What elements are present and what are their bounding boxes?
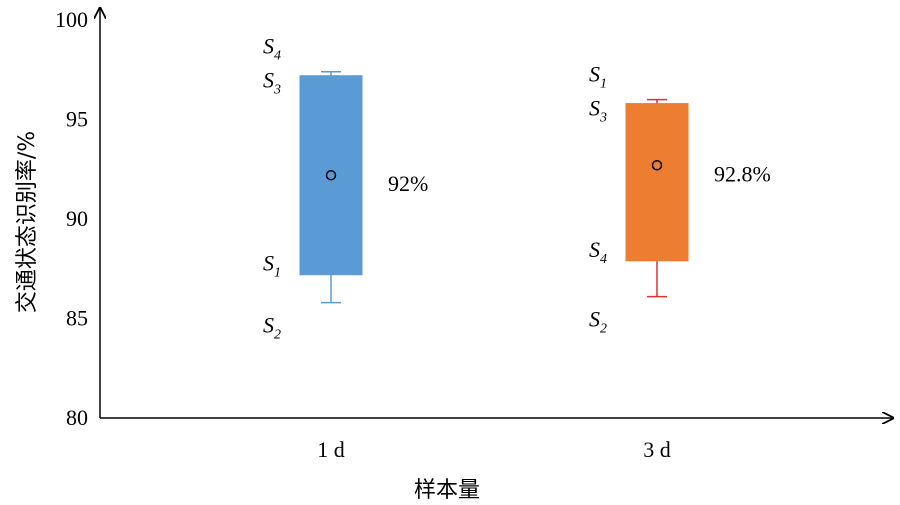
x-axis-title: 样本量 (414, 478, 480, 503)
y-tick-label: 90 (66, 206, 88, 231)
point-label-S4: S4 (263, 34, 281, 64)
point-label-S1: S1 (589, 62, 607, 92)
x-axis-ticks: 1 d 3 d (317, 437, 671, 462)
mean-marker (325, 169, 337, 181)
point-label-S1: S1 (263, 251, 281, 281)
box-rect (625, 103, 689, 262)
point-label-S4: S4 (589, 237, 607, 267)
mean-marker (651, 160, 663, 171)
point-label-S2: S2 (263, 313, 281, 343)
y-tick-label: 100 (55, 7, 88, 32)
x-tick-label: 1 d (317, 437, 345, 462)
y-axis-title: 交通状态识别率/% (15, 131, 40, 313)
boxes: 92% S4 S3 S1 S2 92.8% S1 S3 S4 S2 (263, 34, 771, 343)
x-tick-label: 3 d (643, 437, 671, 462)
y-axis-ticks: 80 85 90 95 100 (55, 7, 88, 430)
box-1: 92% S4 S3 S1 S2 (263, 34, 428, 343)
point-label-S2: S2 (589, 307, 607, 337)
mean-label: 92% (388, 171, 428, 196)
mean-label: 92.8% (714, 161, 771, 186)
box-2: 92.8% S1 S3 S4 S2 (589, 62, 771, 337)
point-label-S3: S3 (589, 96, 607, 126)
y-tick-label: 95 (66, 107, 88, 132)
point-label-S3: S3 (263, 68, 281, 98)
y-tick-label: 80 (66, 405, 88, 430)
axes (100, 8, 893, 418)
y-tick-label: 85 (66, 306, 88, 331)
box-rect (299, 75, 363, 276)
